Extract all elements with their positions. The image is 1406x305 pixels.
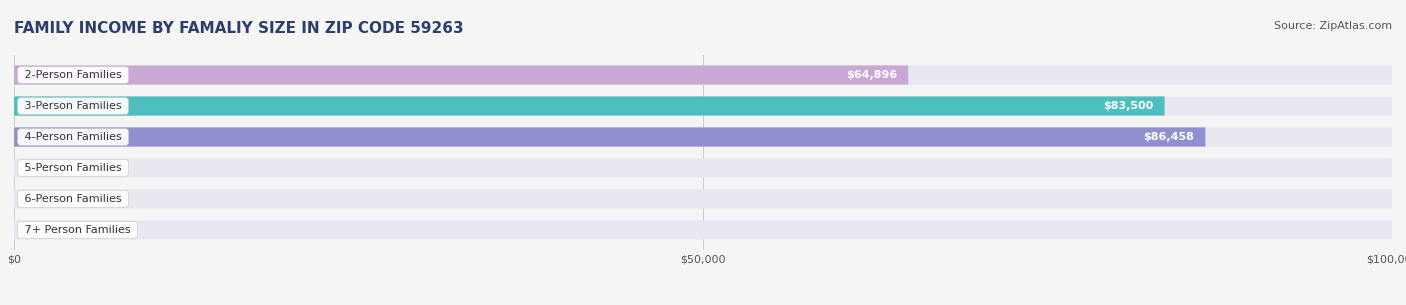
FancyBboxPatch shape	[14, 96, 1392, 116]
Text: $0: $0	[25, 194, 41, 204]
Text: Source: ZipAtlas.com: Source: ZipAtlas.com	[1274, 21, 1392, 31]
Text: 3-Person Families: 3-Person Families	[21, 101, 125, 111]
Text: FAMILY INCOME BY FAMALIY SIZE IN ZIP CODE 59263: FAMILY INCOME BY FAMALIY SIZE IN ZIP COD…	[14, 21, 464, 36]
Text: 5-Person Families: 5-Person Families	[21, 163, 125, 173]
FancyBboxPatch shape	[14, 96, 1164, 116]
Text: $86,458: $86,458	[1143, 132, 1194, 142]
FancyBboxPatch shape	[14, 189, 1392, 209]
Text: 6-Person Families: 6-Person Families	[21, 194, 125, 204]
Text: 2-Person Families: 2-Person Families	[21, 70, 125, 80]
Text: $64,896: $64,896	[846, 70, 897, 80]
Text: $83,500: $83,500	[1104, 101, 1153, 111]
Text: $0: $0	[25, 163, 41, 173]
Text: 7+ Person Families: 7+ Person Families	[21, 225, 134, 235]
FancyBboxPatch shape	[14, 158, 1392, 178]
FancyBboxPatch shape	[14, 66, 908, 85]
FancyBboxPatch shape	[14, 127, 1392, 147]
Text: $0: $0	[25, 225, 41, 235]
FancyBboxPatch shape	[14, 66, 1392, 85]
FancyBboxPatch shape	[14, 220, 1392, 239]
FancyBboxPatch shape	[14, 127, 1205, 147]
Text: 4-Person Families: 4-Person Families	[21, 132, 125, 142]
